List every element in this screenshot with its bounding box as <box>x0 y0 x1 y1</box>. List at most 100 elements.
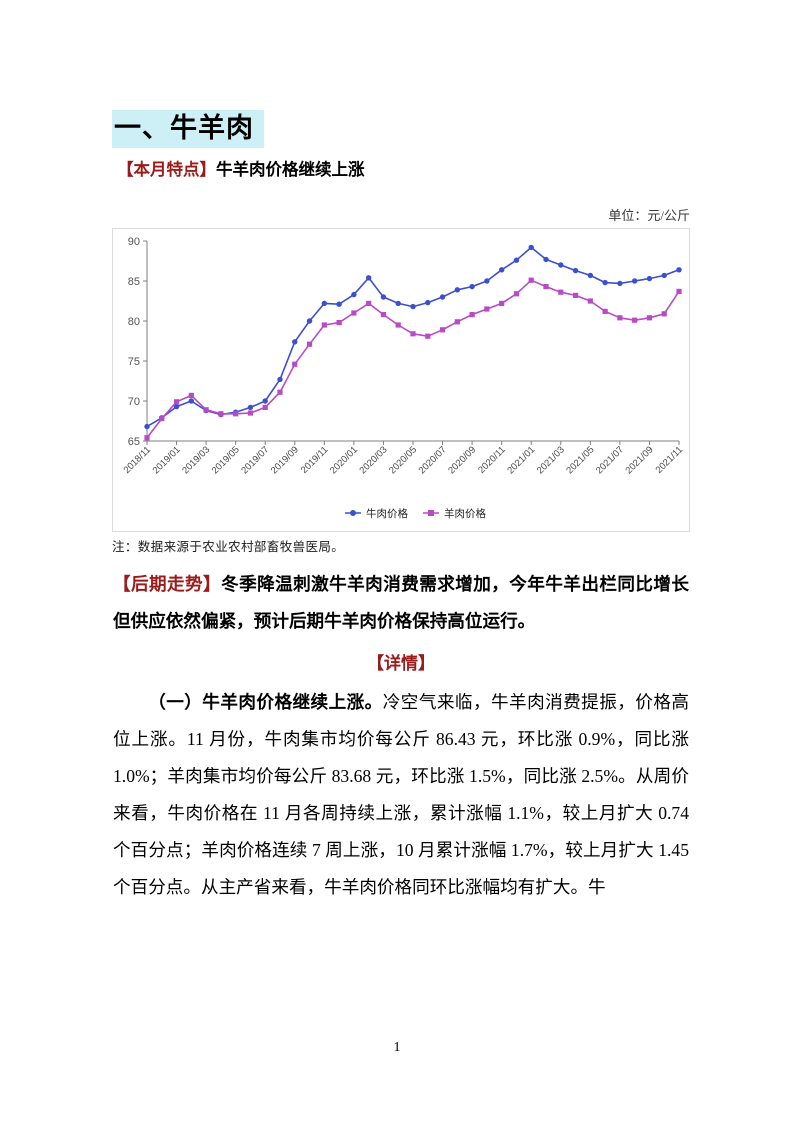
data-point <box>188 398 195 404</box>
y-tick-label: 85 <box>128 276 140 288</box>
data-point <box>543 284 549 290</box>
data-point <box>558 262 564 268</box>
y-tick-label: 65 <box>128 436 140 448</box>
data-point <box>454 287 461 293</box>
data-point <box>173 399 180 405</box>
data-point <box>469 283 475 290</box>
data-point <box>454 319 460 325</box>
data-point <box>587 272 594 279</box>
data-point <box>617 280 623 287</box>
data-point <box>336 301 342 307</box>
legend-label: 牛肉价格 <box>366 507 408 520</box>
data-point <box>321 322 327 328</box>
x-tick-label: 2021/09 <box>624 444 656 476</box>
data-point <box>218 411 224 417</box>
data-point <box>277 376 283 383</box>
data-point <box>543 256 549 263</box>
x-tick-label: 2020/05 <box>387 444 419 476</box>
x-tick-label: 2019/09 <box>269 444 301 476</box>
legend-item-beef[interactable]: 牛肉价格 <box>345 507 408 520</box>
series-line <box>146 246 680 428</box>
data-point <box>144 435 150 441</box>
data-point <box>587 298 593 304</box>
data-point <box>602 279 608 286</box>
data-point <box>410 303 416 310</box>
data-point <box>631 278 638 284</box>
x-tick-group: 2018/112019/012019/032019/052019/072019/… <box>122 441 686 476</box>
series-line <box>146 279 680 439</box>
data-point <box>321 300 328 307</box>
data-point <box>499 300 505 306</box>
data-point <box>425 299 431 306</box>
data-point <box>528 277 534 283</box>
data-point <box>676 288 682 294</box>
section-heading: 一、牛羊肉 <box>112 110 264 148</box>
legend-item-mutton[interactable]: 羊肉价格 <box>423 507 486 520</box>
data-point <box>513 257 520 263</box>
data-point <box>513 291 520 297</box>
x-tick-label: 2018/11 <box>122 444 154 476</box>
x-tick-label: 2020/03 <box>358 444 390 476</box>
data-point <box>351 291 357 298</box>
x-tick-label: 2021/07 <box>594 444 626 476</box>
data-point <box>676 267 682 273</box>
data-point <box>233 411 239 417</box>
page-number: 1 <box>393 1040 401 1055</box>
x-tick-label: 2019/05 <box>210 444 242 476</box>
feature-line: 【本月特点】牛羊肉价格继续上涨 <box>117 158 365 182</box>
x-tick-label: 2021/11 <box>654 444 686 476</box>
detail-paragraph: （一）牛羊肉价格继续上涨。冷空气来临，牛羊肉消费提振，价格高位上涨。11 月份，… <box>113 684 689 906</box>
series-mutton <box>144 277 682 441</box>
feature-tag: 【本月特点】 <box>117 160 216 179</box>
data-point <box>425 333 431 339</box>
data-point <box>617 315 623 321</box>
data-point <box>439 294 446 300</box>
data-point <box>572 292 579 298</box>
data-point <box>661 272 667 279</box>
article-body: 【后期走势】冬季降温刺激牛羊肉消费需求增加，今年牛羊出栏同比增长但供应依然偏紧，… <box>113 566 689 906</box>
trend-paragraph: 【后期走势】冬季降温刺激牛羊肉消费需求增加，今年牛羊出栏同比增长但供应依然偏紧，… <box>113 566 689 640</box>
legend-marker <box>428 510 434 516</box>
chart-source-note: 注：数据来源于农业农村部畜牧兽医局。 <box>112 540 345 554</box>
chart-legend: 牛肉价格 羊肉价格 <box>345 507 486 520</box>
chart-unit-label: 单位：元/公斤 <box>608 208 690 223</box>
y-tick-group: 65 70 75 80 85 90 <box>128 236 147 448</box>
price-line-chart: 65 70 75 80 85 90 2018/11 2019/01 2019/03 2019/0… <box>112 228 690 532</box>
data-point <box>365 275 372 281</box>
data-point <box>646 315 653 321</box>
data-point <box>528 244 534 251</box>
data-point <box>306 341 313 347</box>
x-tick-label: 2019/11 <box>299 444 331 476</box>
data-point <box>469 312 475 318</box>
series-group <box>144 244 682 441</box>
x-tick-label: 2020/09 <box>446 444 478 476</box>
data-point <box>247 404 254 411</box>
data-point <box>351 310 357 316</box>
data-point <box>661 311 667 317</box>
data-point <box>336 320 342 326</box>
data-point <box>572 267 579 274</box>
section-heading-wrap: 一、牛羊肉 <box>112 110 264 148</box>
detail-text: 冷空气来临，牛羊肉消费提振，价格高位上涨。11 月份，牛肉集市均价每公斤 86.… <box>113 692 689 897</box>
y-tick-label: 90 <box>128 236 140 248</box>
data-point <box>277 389 283 395</box>
data-point <box>484 306 490 312</box>
data-point <box>632 317 638 323</box>
data-point <box>366 300 372 306</box>
data-point <box>439 327 446 333</box>
data-point <box>262 398 268 404</box>
data-point <box>144 423 150 430</box>
data-point <box>395 300 401 307</box>
data-point <box>498 267 505 273</box>
feature-text: 牛羊肉价格继续上涨 <box>216 160 365 179</box>
x-tick-label: 2021/01 <box>505 444 537 476</box>
detail-lead: （一）牛羊肉价格继续上涨。 <box>148 692 383 712</box>
x-tick-label: 2021/05 <box>564 444 596 476</box>
x-tick-label: 2020/11 <box>476 444 508 476</box>
data-point <box>410 331 416 337</box>
x-tick-label: 2020/07 <box>417 444 449 476</box>
legend-marker <box>350 510 356 516</box>
y-tick-label: 70 <box>128 396 140 408</box>
